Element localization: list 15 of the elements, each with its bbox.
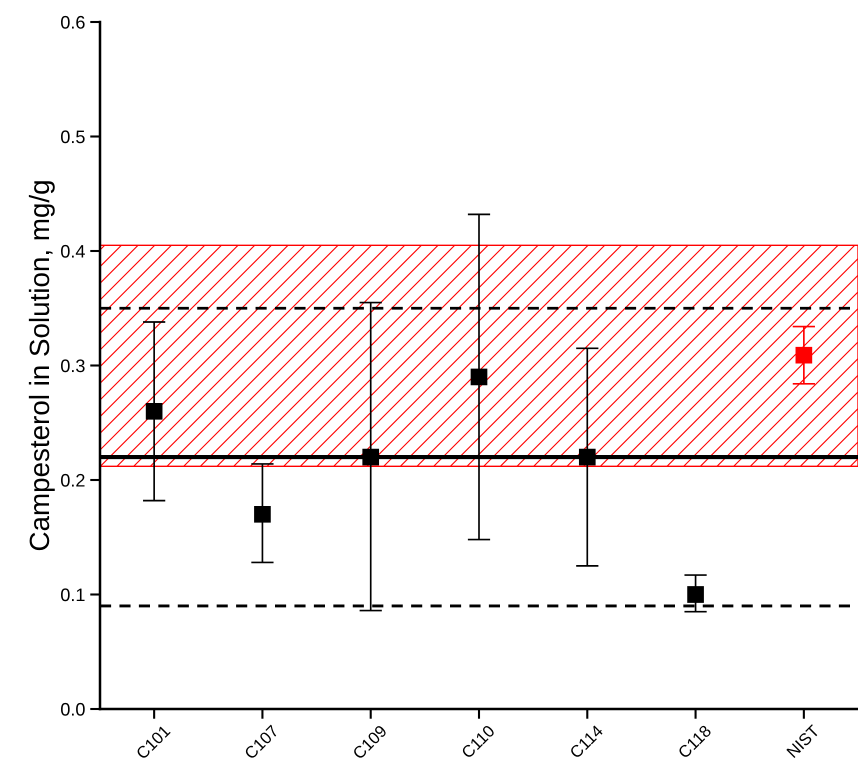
y-tick-label: 0.6 [61, 16, 85, 29]
point [254, 506, 271, 523]
y-tick-label: 0.1 [61, 588, 85, 602]
y-tick-label: 0.2 [61, 474, 85, 487]
y-tick-label: 0.5 [61, 130, 85, 144]
point [687, 586, 704, 603]
point [146, 402, 162, 420]
y-tick-label: 0.3 [61, 359, 85, 372]
y-axis-title: Campesterol in Solution, mg/g [28, 181, 55, 550]
point [796, 346, 812, 364]
point [578, 448, 596, 466]
y-tick-label: 0.4 [61, 244, 85, 258]
point [470, 368, 488, 386]
point [362, 448, 380, 466]
y-tick-label: 0.0 [61, 702, 85, 716]
